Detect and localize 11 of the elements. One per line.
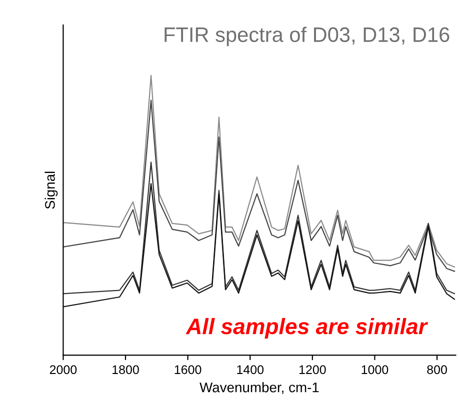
x-tick-label: 1800 [112, 365, 139, 374]
x-tick-label: 1600 [174, 365, 202, 374]
x-tick-label: 1000 [362, 365, 388, 374]
x-tick-label: 800 [427, 365, 447, 374]
x-tick-label: 1400 [237, 365, 264, 374]
x-tick-label: 2000 [50, 365, 77, 374]
x-axis-title: Wavenumber, cm-1 [200, 382, 319, 394]
y-axis-title: Signal [44, 172, 58, 209]
chart-title: FTIR spectra of D03, D13, D16 [164, 26, 450, 46]
x-tick-label: 1200 [299, 365, 326, 374]
annotation: All samples are similar [186, 318, 428, 339]
